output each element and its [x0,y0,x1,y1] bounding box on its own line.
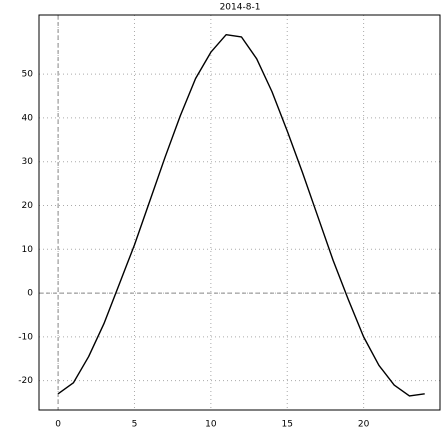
x-tick-label: 0 [55,420,61,430]
x-tick-label: 5 [132,420,138,430]
y-tick-label: 50 [22,70,34,80]
y-tick-label: 30 [22,157,34,167]
y-tick-label: 0 [27,289,33,299]
y-tick-label: 40 [22,113,34,123]
plot-frame [38,14,441,411]
y-tick-label: -20 [18,376,33,386]
x-tick-label: 20 [358,420,370,430]
data-line [57,34,425,397]
y-tick-label: -10 [18,332,33,342]
chart-title: 2014-8-1 [220,3,261,13]
y-tick-label: 10 [22,245,34,255]
x-tick-label: 15 [282,420,293,430]
y-tick-label: 20 [22,201,34,211]
x-tick-label: 10 [205,420,217,430]
